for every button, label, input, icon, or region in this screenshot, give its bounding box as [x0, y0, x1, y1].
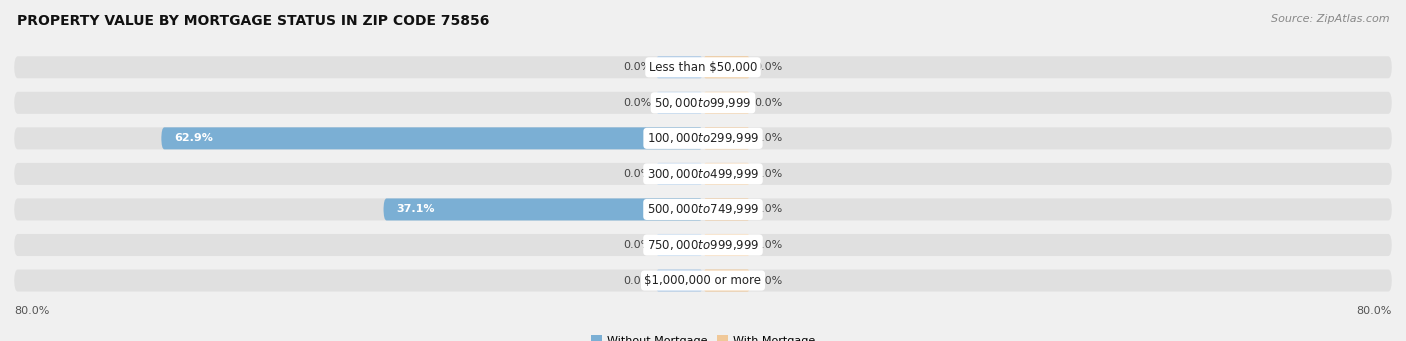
Text: Source: ZipAtlas.com: Source: ZipAtlas.com — [1271, 14, 1389, 24]
Text: PROPERTY VALUE BY MORTGAGE STATUS IN ZIP CODE 75856: PROPERTY VALUE BY MORTGAGE STATUS IN ZIP… — [17, 14, 489, 28]
Text: 0.0%: 0.0% — [755, 169, 783, 179]
Text: 80.0%: 80.0% — [1357, 306, 1392, 316]
FancyBboxPatch shape — [14, 198, 1392, 221]
Text: 0.0%: 0.0% — [623, 169, 651, 179]
FancyBboxPatch shape — [703, 234, 751, 256]
FancyBboxPatch shape — [703, 127, 751, 149]
FancyBboxPatch shape — [655, 92, 703, 114]
FancyBboxPatch shape — [162, 127, 703, 149]
Text: 0.0%: 0.0% — [623, 276, 651, 285]
Text: $50,000 to $99,999: $50,000 to $99,999 — [654, 96, 752, 110]
Text: Less than $50,000: Less than $50,000 — [648, 61, 758, 74]
Legend: Without Mortgage, With Mortgage: Without Mortgage, With Mortgage — [586, 331, 820, 341]
FancyBboxPatch shape — [14, 269, 1392, 292]
Text: $500,000 to $749,999: $500,000 to $749,999 — [647, 203, 759, 217]
FancyBboxPatch shape — [14, 56, 1392, 78]
FancyBboxPatch shape — [384, 198, 703, 221]
Text: 37.1%: 37.1% — [396, 205, 434, 214]
FancyBboxPatch shape — [703, 56, 751, 78]
FancyBboxPatch shape — [703, 163, 751, 185]
FancyBboxPatch shape — [14, 234, 1392, 256]
FancyBboxPatch shape — [14, 92, 1392, 114]
Text: $750,000 to $999,999: $750,000 to $999,999 — [647, 238, 759, 252]
Text: 0.0%: 0.0% — [755, 240, 783, 250]
FancyBboxPatch shape — [655, 163, 703, 185]
Text: 0.0%: 0.0% — [755, 133, 783, 143]
Text: 0.0%: 0.0% — [623, 98, 651, 108]
Text: 0.0%: 0.0% — [755, 62, 783, 72]
Text: 0.0%: 0.0% — [755, 205, 783, 214]
Text: $300,000 to $499,999: $300,000 to $499,999 — [647, 167, 759, 181]
FancyBboxPatch shape — [703, 198, 751, 221]
Text: 0.0%: 0.0% — [623, 240, 651, 250]
FancyBboxPatch shape — [703, 269, 751, 292]
Text: $1,000,000 or more: $1,000,000 or more — [644, 274, 762, 287]
FancyBboxPatch shape — [655, 56, 703, 78]
FancyBboxPatch shape — [14, 163, 1392, 185]
Text: 80.0%: 80.0% — [14, 306, 49, 316]
FancyBboxPatch shape — [703, 92, 751, 114]
FancyBboxPatch shape — [655, 269, 703, 292]
Text: $100,000 to $299,999: $100,000 to $299,999 — [647, 131, 759, 145]
FancyBboxPatch shape — [655, 234, 703, 256]
Text: 0.0%: 0.0% — [755, 276, 783, 285]
Text: 62.9%: 62.9% — [174, 133, 214, 143]
Text: 0.0%: 0.0% — [755, 98, 783, 108]
Text: 0.0%: 0.0% — [623, 62, 651, 72]
FancyBboxPatch shape — [14, 127, 1392, 149]
